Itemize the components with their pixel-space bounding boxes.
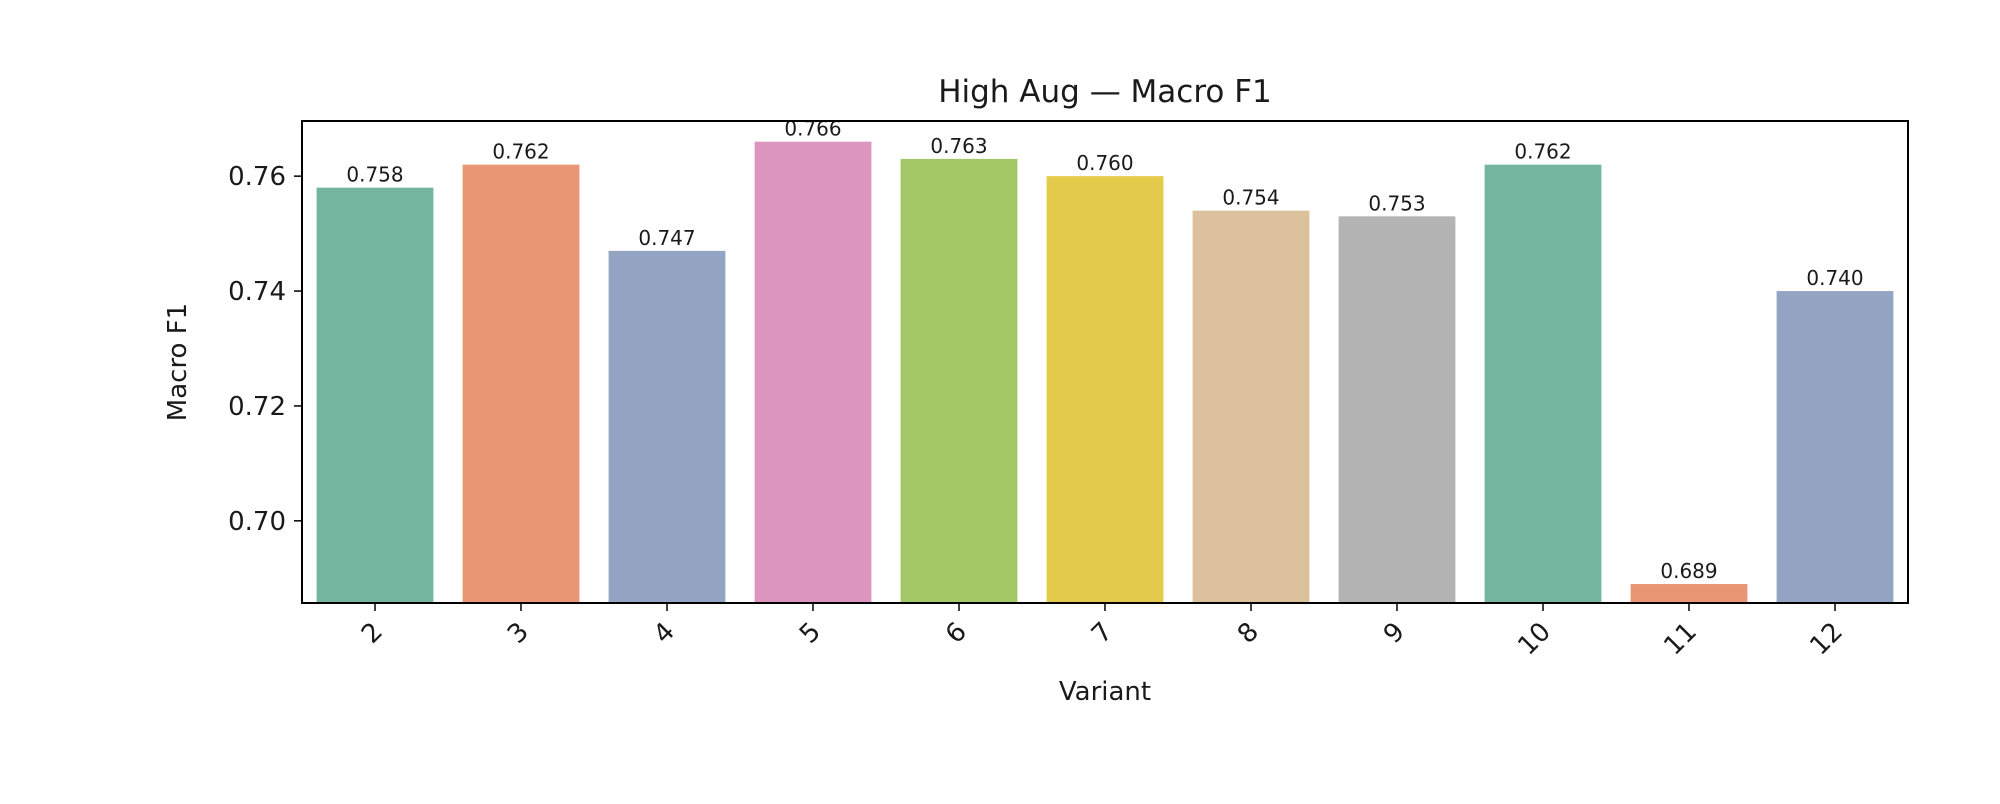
bar-11: [1630, 584, 1748, 603]
y-tick-label: 0.72: [228, 392, 286, 422]
x-tick-label-8: 8: [1232, 617, 1265, 650]
x-tick-label-7: 7: [1086, 617, 1119, 650]
x-tick-label-10: 10: [1512, 617, 1557, 662]
value-label-2: 0.758: [346, 163, 403, 187]
bar-7: [1046, 176, 1164, 603]
bar-12: [1776, 291, 1894, 603]
bar-8: [1192, 210, 1310, 603]
value-label-6: 0.763: [930, 134, 987, 158]
y-axis-label: Macro F1: [163, 303, 193, 421]
x-tick-label-4: 4: [648, 617, 681, 650]
x-axis-label: Variant: [1059, 677, 1151, 707]
value-label-4: 0.747: [638, 226, 695, 250]
x-tick-label-6: 6: [940, 617, 973, 650]
value-label-9: 0.753: [1368, 191, 1425, 215]
x-tick-label-9: 9: [1378, 617, 1411, 650]
y-axis: 0.70 0.72 0.74 0.76: [228, 162, 302, 537]
value-label-8: 0.754: [1222, 186, 1279, 210]
bars-layer: [316, 141, 1894, 604]
x-tick-label-2: 2: [356, 617, 389, 650]
x-tick-label-5: 5: [794, 617, 827, 650]
x-tick-label-11: 11: [1658, 617, 1703, 662]
y-tick-label: 0.74: [228, 277, 286, 307]
bar-4: [608, 250, 726, 604]
value-label-11: 0.689: [1660, 559, 1717, 583]
bar-6: [900, 158, 1018, 603]
x-tick-label-3: 3: [502, 617, 535, 650]
bar-2: [316, 187, 434, 603]
bar-3: [462, 164, 580, 603]
plot-frame: [301, 120, 1909, 604]
chart-title: High Aug — Macro F1: [938, 74, 1272, 110]
x-axis: 2 3 4 5 6 7 8 9 10 11 12: [356, 603, 1849, 661]
value-label-3: 0.762: [492, 140, 549, 164]
y-tick-label: 0.76: [228, 162, 286, 192]
bar-5: [754, 141, 872, 603]
value-label-12: 0.740: [1806, 266, 1863, 290]
x-tick-label-12: 12: [1804, 617, 1849, 662]
value-label-10: 0.762: [1514, 140, 1571, 164]
bar-10: [1484, 164, 1602, 603]
value-label-7: 0.760: [1076, 151, 1133, 175]
y-tick-label: 0.70: [228, 507, 286, 537]
bar-9: [1338, 216, 1456, 603]
